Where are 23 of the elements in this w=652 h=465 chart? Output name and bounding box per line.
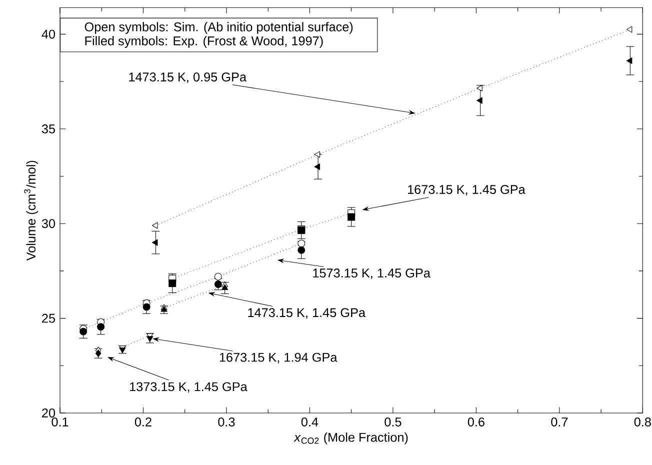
x-tick-label: 0.8: [634, 417, 651, 426]
x-tick-label: 0.1: [52, 417, 68, 426]
x-axis-title: x$_{CO2}$ (Mole Fraction): [294, 432, 408, 444]
annotation: 1473.15 K, 1.45 GPa: [248, 308, 366, 319]
annotation: 1473.15 K, 0.95 GPa: [129, 72, 246, 83]
x-tick-label: 0.4: [301, 417, 318, 426]
x-tick-label: 0.3: [218, 417, 235, 426]
annotation: 1673.15 K, 1.94 GPa: [220, 352, 338, 364]
y-tick-label: 35: [42, 124, 55, 134]
x-tick-label: 0.6: [468, 417, 484, 426]
annotation: 1573.15 K, 1.45 GPa: [313, 268, 430, 280]
annotation: Filled symbols: Exp. (Frost & Wood, 1997): [85, 36, 323, 48]
y-tick-label: 40: [42, 30, 56, 39]
x-tick-label: 0.5: [384, 417, 402, 426]
annotation: 1673.15 K, 1.45 GPa: [408, 185, 526, 196]
x-tick-label: 0.7: [551, 417, 568, 426]
y-tick-label: 20: [42, 408, 56, 418]
annotation: 1373.15 K, 1.45 GPa: [130, 382, 248, 393]
y-tick-label: 30: [42, 219, 56, 228]
y-tick-label: 25: [42, 314, 55, 323]
annotation: Open symbols: Sim. (Ab initio potential surface): [84, 22, 353, 34]
y-axis-title: Volume (cm$^{3}$/mol): [24, 160, 38, 261]
x-tick-label: 0.2: [134, 417, 152, 426]
